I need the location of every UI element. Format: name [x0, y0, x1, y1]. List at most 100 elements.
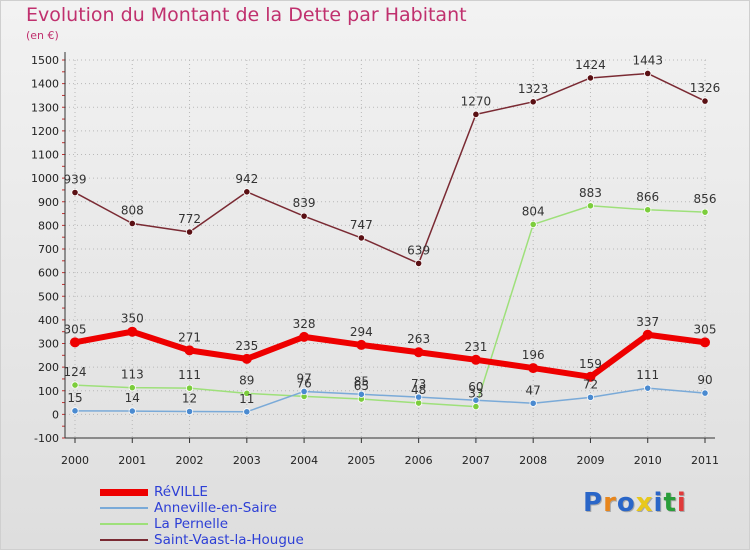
y-tick-label: 0	[52, 408, 59, 421]
data-label: 808	[121, 203, 144, 217]
series-line-0	[74, 72, 706, 265]
data-point	[529, 399, 537, 407]
data-point	[415, 259, 423, 268]
legend: RéVILLE Anneville-en-Saire La Pernelle Sain…	[100, 484, 304, 548]
legend-label: RéVILLE	[154, 484, 208, 500]
data-point	[70, 337, 80, 348]
data-label: 839	[293, 196, 316, 210]
y-tick-label: 900	[38, 196, 59, 209]
data-point	[185, 384, 194, 392]
data-point	[586, 202, 595, 210]
data-point	[701, 208, 709, 216]
data-label: 1326	[690, 81, 721, 95]
x-tick-label: 2000	[61, 454, 89, 467]
data-point	[128, 219, 136, 228]
data-point	[701, 97, 709, 105]
data-label: 231	[464, 340, 487, 354]
data-point	[415, 399, 423, 407]
data-label: 97	[296, 371, 311, 385]
data-label: 48	[411, 383, 426, 397]
data-label: 60	[468, 380, 483, 394]
data-label: 350	[121, 312, 144, 326]
legend-swatch	[100, 539, 148, 541]
data-label: 111	[636, 368, 659, 382]
legend-swatch	[100, 523, 148, 525]
data-label: 124	[64, 365, 87, 379]
series-line-2	[74, 387, 706, 413]
chart-title: Evolution du Montant de la Dette par Hab…	[26, 4, 467, 26]
y-tick-label: 600	[38, 267, 59, 280]
data-label: 942	[235, 172, 258, 186]
data-point	[472, 110, 480, 118]
data-point	[241, 353, 252, 364]
y-unit-label: (en €)	[26, 29, 59, 42]
data-label: 33	[468, 387, 483, 401]
data-label: 639	[407, 243, 430, 257]
data-label: 1443	[632, 53, 663, 67]
data-label: 11	[239, 392, 254, 406]
data-label: 294	[350, 325, 373, 339]
data-label: 939	[64, 173, 87, 187]
legend-label: Anneville-en-Saire	[154, 500, 277, 516]
data-label: 113	[121, 368, 144, 382]
x-tick-label: 2007	[462, 454, 490, 467]
data-point	[184, 345, 195, 356]
data-label: 90	[697, 373, 712, 387]
data-label: 772	[178, 212, 201, 226]
data-label: 85	[354, 374, 369, 388]
data-label: 73	[411, 377, 426, 391]
y-tick-label: 1200	[31, 125, 59, 138]
data-label: 856	[694, 192, 717, 206]
x-tick-label: 2004	[290, 454, 318, 467]
data-point	[470, 354, 481, 365]
data-label: 12	[182, 392, 197, 406]
legend-label: La Pernelle	[154, 516, 229, 532]
data-point	[357, 234, 365, 242]
data-label: 263	[407, 332, 430, 346]
y-tick-label: 300	[38, 338, 59, 351]
data-point	[586, 393, 595, 401]
data-point	[701, 389, 709, 397]
data-point	[299, 331, 310, 342]
data-label: 235	[235, 339, 258, 353]
data-point	[586, 74, 595, 82]
data-label: 89	[239, 373, 254, 387]
data-label: 305	[64, 322, 87, 336]
y-tick-label: 1400	[31, 78, 59, 91]
data-point	[243, 408, 251, 416]
data-point	[585, 371, 596, 382]
data-point	[71, 407, 79, 415]
data-point	[644, 384, 652, 392]
legend-swatch	[100, 488, 148, 496]
x-tick-label: 2011	[691, 454, 719, 467]
data-point	[185, 407, 194, 416]
data-label: 76	[296, 376, 311, 390]
series-line-1	[74, 205, 706, 408]
x-tick-label: 2002	[176, 454, 204, 467]
y-tick-label: -100	[34, 432, 59, 445]
data-point	[243, 389, 251, 397]
proxiti-logo: Proxiti	[583, 488, 687, 518]
y-tick-label: 400	[38, 314, 59, 327]
data-point	[356, 339, 367, 350]
data-label: 883	[579, 186, 602, 200]
data-label: 47	[526, 383, 541, 397]
data-label: 271	[178, 330, 201, 344]
series-line-3	[74, 328, 706, 380]
data-label: 65	[354, 379, 369, 393]
y-tick-label: 1300	[31, 101, 59, 114]
x-tick-label: 2008	[519, 454, 547, 467]
data-label: 337	[636, 315, 659, 329]
y-tick-label: 100	[38, 385, 59, 398]
y-tick-label: 1500	[31, 54, 59, 67]
data-point	[357, 390, 365, 398]
legend-item: RéVILLE	[100, 484, 304, 500]
legend-swatch	[100, 507, 148, 509]
data-label: 866	[636, 190, 659, 204]
data-point	[642, 329, 653, 340]
y-tick-label: 500	[38, 290, 59, 303]
data-label: 14	[125, 391, 140, 405]
data-point	[243, 188, 251, 196]
